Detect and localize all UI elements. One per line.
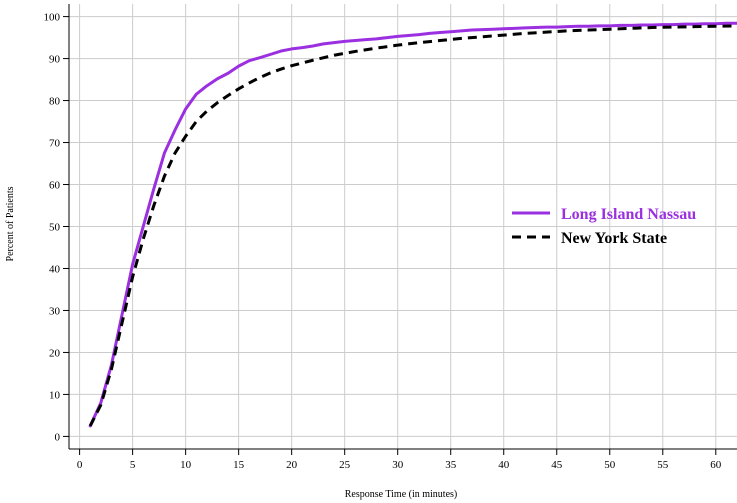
x-tick-label-35: 35 bbox=[445, 459, 457, 471]
y-tick-label-50: 50 bbox=[49, 222, 61, 234]
y-tick-label-40: 40 bbox=[49, 263, 61, 275]
y-tick-label-90: 90 bbox=[49, 54, 61, 66]
x-tick-label-20: 20 bbox=[286, 459, 298, 471]
x-tick-label-55: 55 bbox=[657, 459, 669, 471]
axes bbox=[63, 4, 737, 455]
x-tick-label-40: 40 bbox=[498, 459, 510, 471]
series-line-long-island-nassau bbox=[88, 21, 737, 428]
series-lines bbox=[88, 21, 737, 428]
y-tick-label-70: 70 bbox=[49, 138, 61, 150]
x-tick-label-0: 0 bbox=[77, 459, 83, 471]
series-line-new-york-state bbox=[88, 24, 737, 427]
x-tick-label-50: 50 bbox=[604, 459, 616, 471]
grid-lines bbox=[69, 4, 737, 449]
x-tick-label-10: 10 bbox=[180, 459, 192, 471]
x-tick-label-25: 25 bbox=[339, 459, 351, 471]
x-tick-label-60: 60 bbox=[710, 459, 722, 471]
legend-label-new-york-state: New York State bbox=[561, 230, 667, 247]
x-tick-label-5: 5 bbox=[130, 459, 136, 471]
y-tick-label-100: 100 bbox=[44, 12, 61, 24]
x-tick-label-30: 30 bbox=[392, 459, 404, 471]
tick-labels: 0 5 10 15 20 25 30 35 40 45 50 55 60 0 10 20 30 40 50 60 70 8… bbox=[44, 12, 722, 471]
x-tick-label-15: 15 bbox=[233, 459, 245, 471]
y-tick-label-20: 20 bbox=[49, 347, 61, 359]
y-tick-label-0: 0 bbox=[55, 431, 61, 443]
y-tick-label-80: 80 bbox=[49, 96, 61, 108]
legend-label-long-island-nassau: Long Island Nassau bbox=[561, 206, 696, 223]
y-tick-label-10: 10 bbox=[49, 389, 61, 401]
y-axis-title: Percent of Patients bbox=[5, 186, 16, 261]
x-axis-title: Response Time (in minutes) bbox=[345, 489, 458, 500]
y-tick-label-30: 30 bbox=[49, 305, 61, 317]
y-tick-label-60: 60 bbox=[49, 180, 61, 192]
x-tick-label-45: 45 bbox=[551, 459, 563, 471]
legend: Long Island Nassau New York State bbox=[512, 206, 696, 247]
